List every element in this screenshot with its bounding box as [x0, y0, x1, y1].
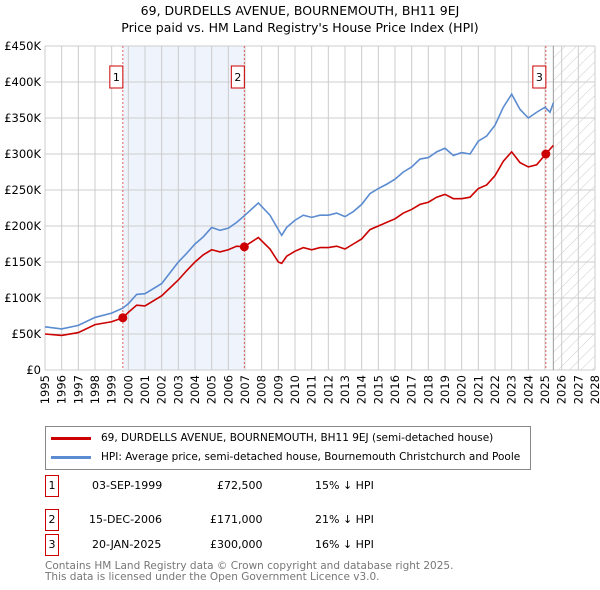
sale-date: 03-SEP-1999 — [92, 479, 163, 492]
y-tick-label: £50K — [12, 327, 42, 341]
subtitle-line: Price paid vs. HM Land Registry's House … — [121, 20, 479, 35]
sale-label-box — [230, 65, 245, 89]
legend: 69, DURDELLS AVENUE, BOURNEMOUTH, BH11 9… — [45, 426, 531, 470]
x-tick-label: 2028 — [588, 375, 600, 404]
x-tick-label: 2015 — [371, 375, 385, 404]
x-tick-label: 2024 — [521, 375, 535, 404]
purchase-period-shade — [122, 46, 245, 370]
x-tick-label: 2018 — [421, 375, 435, 404]
x-tick-label: 2021 — [471, 375, 485, 404]
x-tick-label: 2020 — [455, 375, 469, 404]
x-tick-label: 1998 — [88, 375, 102, 404]
y-tick-label: £350K — [4, 111, 41, 125]
x-tick-label: 2011 — [305, 375, 319, 404]
x-tick-label: 2025 — [538, 375, 552, 404]
x-tick-label: 2012 — [321, 375, 335, 404]
sale-marker-badge: 1 — [45, 475, 59, 497]
x-tick-label: 2004 — [188, 375, 202, 404]
sale-label-box — [109, 65, 124, 89]
legend-label: 69, DURDELLS AVENUE, BOURNEMOUTH, BH11 9… — [101, 432, 494, 444]
sale-label: 2 — [234, 71, 241, 84]
x-tick-label: 2005 — [205, 375, 219, 404]
forecast-hatch — [553, 46, 595, 370]
x-tick-label: 1999 — [105, 375, 119, 404]
x-tick-label: 1995 — [38, 375, 52, 404]
x-tick-label: 2016 — [388, 375, 402, 404]
footer-line: This data is licensed under the Open Gov… — [45, 571, 380, 583]
x-tick-label: 2017 — [405, 375, 419, 404]
sale-hpi-diff: 15% ↓ HPI — [315, 479, 374, 492]
hpi-line — [44, 92, 555, 330]
y-tick-label: £450K — [4, 39, 41, 53]
x-tick-label: 1997 — [71, 375, 85, 404]
x-tick-label: 2023 — [505, 375, 519, 404]
sale-point — [239, 242, 249, 252]
x-tick-label: 2013 — [338, 375, 352, 404]
x-tick-label: 2014 — [355, 375, 369, 404]
x-tick-label: 2010 — [288, 375, 302, 404]
title-line: 69, DURDELLS AVENUE, BOURNEMOUTH, BH11 9… — [140, 3, 460, 18]
x-tick-label: 2002 — [155, 375, 169, 404]
x-tick-label: 2022 — [488, 375, 502, 404]
x-tick-label: 2027 — [571, 375, 585, 404]
x-tick-label: 2019 — [438, 375, 452, 404]
y-tick-label: £150K — [4, 255, 41, 269]
legend-swatch-blue — [51, 455, 91, 459]
sale-price: £72,500 — [217, 479, 263, 492]
footer: Contains HM Land Registry data © Crown c… — [45, 561, 453, 583]
y-tick-label: £400K — [4, 75, 41, 89]
x-tick-label: 2006 — [221, 375, 235, 404]
chart-title: 69, DURDELLS AVENUE, BOURNEMOUTH, BH11 9… — [0, 2, 600, 36]
sale-price: £300,000 — [210, 538, 263, 551]
sale-point — [541, 149, 551, 159]
x-tick-label: 2009 — [271, 375, 285, 404]
y-tick-label: £0 — [26, 363, 41, 377]
sale-date: 15-DEC-2006 — [89, 513, 163, 526]
sale-hpi-diff: 16% ↓ HPI — [315, 538, 374, 551]
price-paid-line — [44, 144, 554, 337]
legend-item-hpi: HPI: Average price, semi-detached house,… — [51, 449, 520, 465]
price-chart: 1995 1996 1997 1998 1999 2000 2001 2002 2003 2004… — [4, 39, 600, 404]
x-tick-label: 2003 — [171, 375, 185, 404]
legend-item-property: 69, DURDELLS AVENUE, BOURNEMOUTH, BH11 9… — [51, 430, 493, 446]
sale-price: £171,000 — [210, 513, 263, 526]
legend-label: HPI: Average price, semi-detached house,… — [101, 451, 521, 463]
x-tick-label: 1996 — [55, 375, 69, 404]
footer-line: Contains HM Land Registry data © Crown c… — [45, 560, 454, 572]
y-tick-label: £100K — [4, 291, 41, 305]
sale-label: 1 — [113, 71, 120, 84]
sale-point — [118, 313, 128, 323]
x-tick-label: 2026 — [555, 375, 569, 404]
sale-hpi-diff: 21% ↓ HPI — [315, 513, 374, 526]
x-tick-label: 2007 — [238, 375, 252, 404]
x-tick-label: 2000 — [121, 375, 135, 404]
sale-marker-badge: 3 — [45, 534, 59, 556]
x-tick-label: 2008 — [255, 375, 269, 404]
sale-marker-badge: 2 — [45, 509, 59, 531]
y-tick-label: £200K — [4, 219, 41, 233]
sale-label-box — [532, 65, 547, 89]
x-tick-label: 2001 — [138, 375, 152, 404]
sale-date: 20-JAN-2025 — [92, 538, 162, 551]
legend-swatch-red — [51, 436, 91, 440]
y-tick-label: £300K — [4, 147, 41, 161]
sale-label: 3 — [536, 71, 543, 84]
y-tick-label: £250K — [4, 183, 41, 197]
